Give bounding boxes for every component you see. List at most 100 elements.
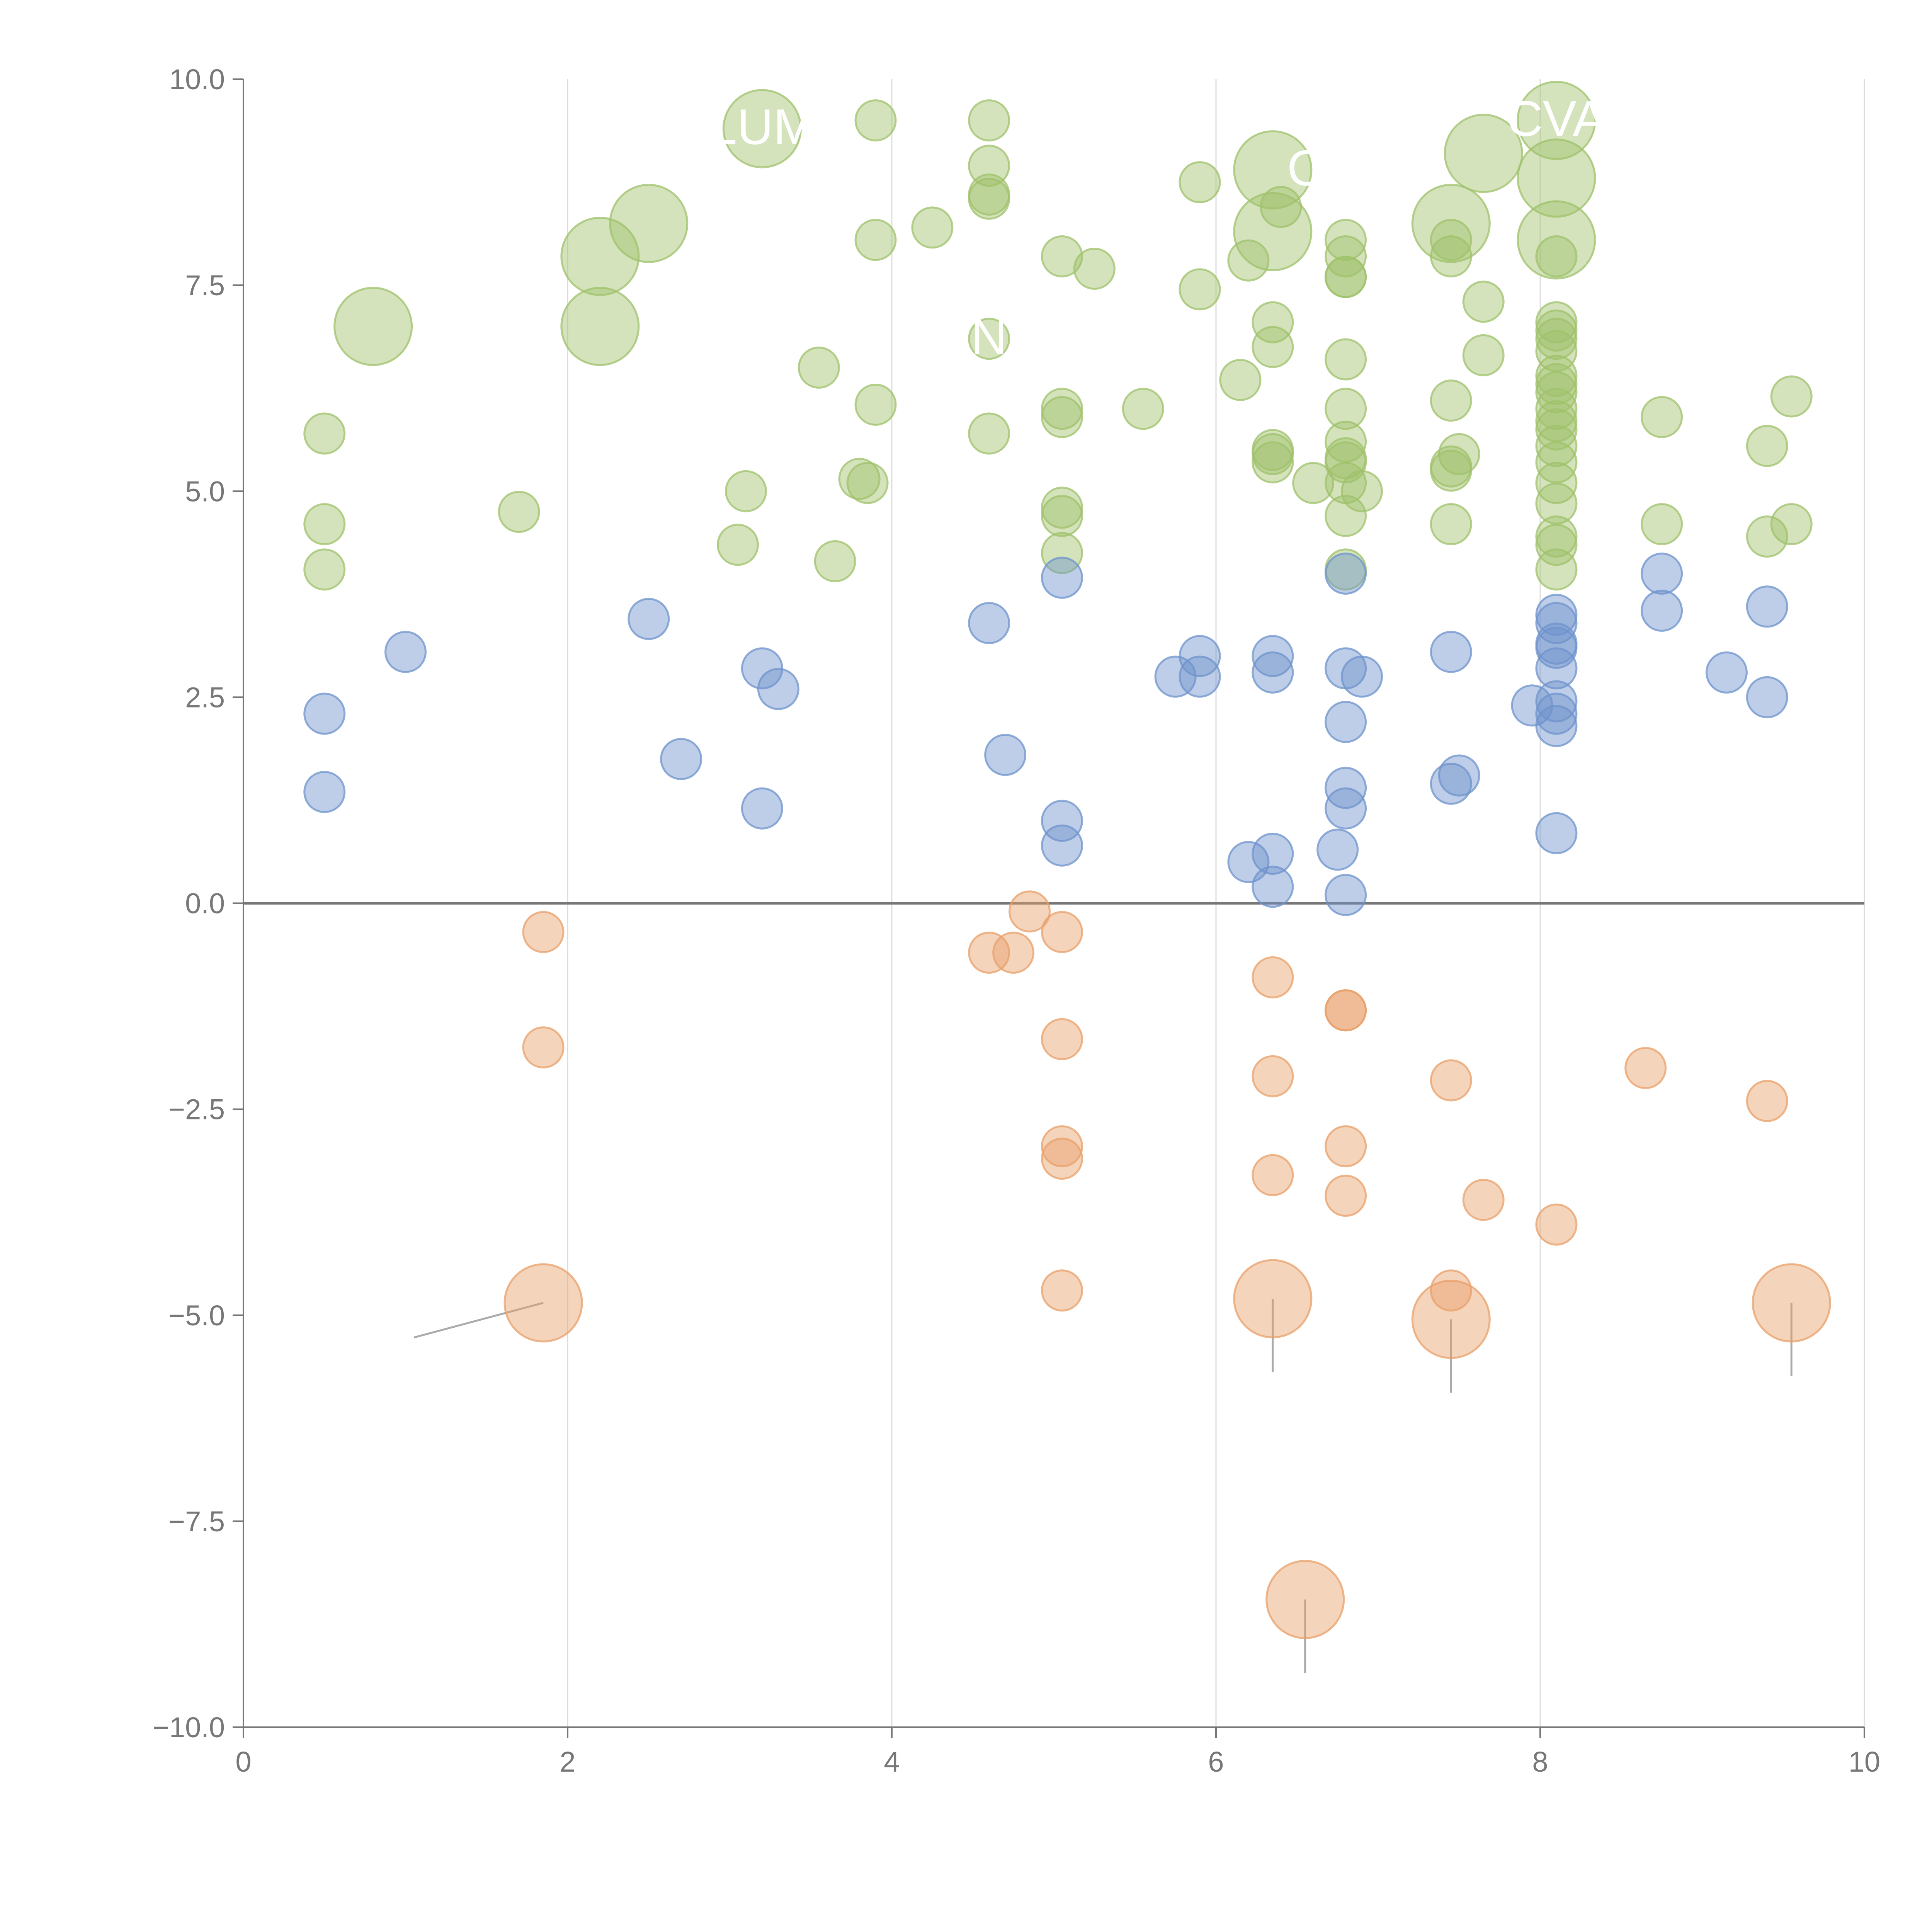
green-large-point (609, 184, 689, 263)
blue-point (1746, 676, 1788, 718)
green-point (1535, 318, 1578, 360)
blue-point (1316, 828, 1359, 871)
blue-point (1641, 589, 1683, 632)
orange-point (1252, 956, 1294, 998)
green-point (1325, 495, 1367, 537)
blue-point (1341, 655, 1383, 698)
orange-point (1624, 1047, 1667, 1089)
blue-point (1641, 553, 1683, 595)
x-tick-label: 10 (1849, 1746, 1880, 1778)
green-point (798, 346, 840, 389)
green-point (1041, 235, 1083, 277)
blue-point (1430, 762, 1472, 805)
y-tick-label: −7.5 (168, 1505, 225, 1537)
orange-large-point (1411, 1279, 1491, 1359)
leader-line (582, 267, 594, 294)
orange-point (1535, 1203, 1578, 1246)
x-tick-label: 4 (884, 1746, 900, 1778)
blue-point (1041, 799, 1083, 842)
green-point (1770, 375, 1813, 418)
green-point (1292, 462, 1335, 504)
x-tick-label: 8 (1532, 1746, 1548, 1778)
green-point (1252, 326, 1294, 368)
green-large-point (333, 287, 413, 366)
orange-point (968, 931, 1010, 974)
green-point (1641, 396, 1683, 438)
green-point (1462, 281, 1505, 323)
blue-point (1535, 705, 1578, 747)
x-tick-label: 2 (560, 1746, 575, 1778)
leader-line (413, 1302, 544, 1338)
orange-point (522, 1026, 565, 1069)
green-point (854, 219, 897, 261)
orange-point (1430, 1059, 1472, 1102)
green-point (1325, 219, 1367, 261)
green-point (854, 99, 897, 142)
y-tick-label: 0.0 (185, 888, 225, 920)
green-point (846, 462, 889, 504)
green-point (1041, 396, 1083, 438)
green-point (1122, 388, 1164, 430)
green-point (854, 383, 897, 426)
green-point (1430, 219, 1472, 261)
green-point (968, 99, 1010, 142)
leader-line (1254, 181, 1266, 207)
green-point (968, 145, 1010, 187)
green-large-point (560, 216, 640, 296)
orange-point (1041, 911, 1083, 953)
blue-point (968, 602, 1010, 644)
orange-large-point (503, 1263, 583, 1343)
blue-point (1325, 787, 1367, 830)
green-point (1041, 532, 1083, 574)
annotation-label: C (1287, 140, 1323, 196)
blue-point (1535, 692, 1578, 735)
green-point (1430, 379, 1472, 422)
green-point (1535, 425, 1578, 467)
orange-point (1041, 1018, 1083, 1060)
annotation-label: LUM (709, 99, 815, 155)
green-large-point (560, 287, 640, 366)
green-large-point (1517, 81, 1596, 160)
y-tick-label: 7.5 (185, 269, 225, 301)
green-point (1430, 503, 1472, 546)
leader-line (744, 140, 755, 166)
green-point (1252, 441, 1294, 484)
blue-point (1252, 866, 1294, 908)
leader-line (355, 337, 366, 364)
green-point (911, 206, 954, 249)
green-large-point (1517, 200, 1596, 280)
green-point (838, 457, 881, 500)
green-large-point (1233, 192, 1313, 272)
orange-large-point (1265, 1560, 1345, 1639)
leader-line (1538, 189, 1550, 215)
orange-point (1041, 1138, 1083, 1180)
orange-point (1462, 1179, 1505, 1221)
blue-point (1252, 833, 1294, 875)
green-point (1325, 338, 1367, 381)
blue-point (384, 631, 427, 673)
y-tick-label: 2.5 (185, 681, 225, 713)
data-points (303, 81, 1831, 1639)
green-point (1746, 515, 1788, 558)
green-point (1535, 408, 1578, 451)
orange-point (1430, 1269, 1472, 1312)
green-large-point (1233, 130, 1313, 210)
green-point (1073, 247, 1116, 290)
green-point (1462, 334, 1505, 376)
green-point (1535, 524, 1578, 566)
blue-point (1325, 874, 1367, 916)
leader-lines (355, 131, 1793, 1673)
blue-point (303, 692, 346, 735)
green-point (1535, 235, 1578, 277)
blue-point (1325, 553, 1367, 595)
green-point (1219, 359, 1262, 401)
blue-point (1179, 655, 1221, 698)
blue-point (303, 771, 346, 813)
blue-point (1041, 556, 1083, 599)
annotation-labels: LUM CVA C N (709, 90, 1606, 365)
green-large-point (1517, 138, 1596, 218)
green-point (1535, 548, 1578, 591)
green-point (1770, 503, 1813, 546)
orange-point (992, 931, 1035, 974)
green-point (303, 503, 346, 546)
